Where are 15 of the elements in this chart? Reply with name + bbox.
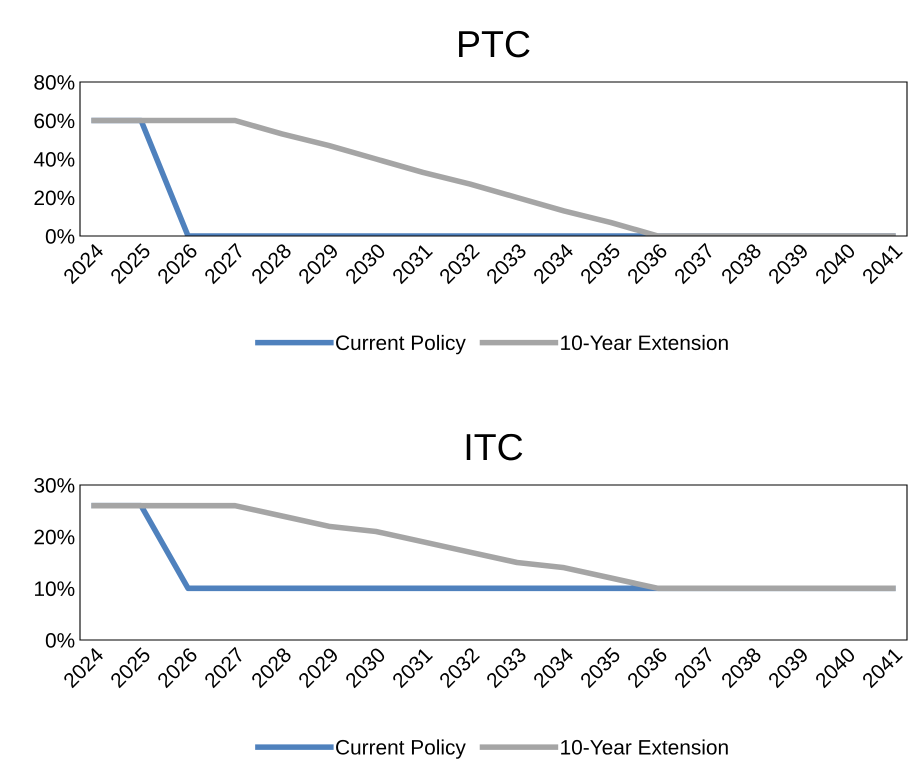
legend-label: 10-Year Extension	[561, 739, 728, 755]
legend-label: Current Policy	[336, 739, 466, 759]
y-tick-label: 10%	[35, 581, 74, 596]
y-tick-label: 20%	[34, 530, 74, 544]
legend-label: 10-Year Extension	[561, 334, 728, 350]
y-tick-label: 30%	[34, 478, 74, 493]
y-tick-label: 80%	[34, 75, 74, 90]
chart-title: ITC	[466, 434, 522, 460]
chart-title: PTC	[459, 30, 530, 58]
legend-label: Current Policy	[336, 334, 466, 354]
y-tick-label: 0%	[46, 229, 74, 244]
y-tick-label: 20%	[34, 190, 74, 206]
y-tick-label: 60%	[34, 114, 74, 128]
y-tick-label: 0%	[46, 633, 74, 648]
y-tick-label: 40%	[34, 152, 74, 167]
